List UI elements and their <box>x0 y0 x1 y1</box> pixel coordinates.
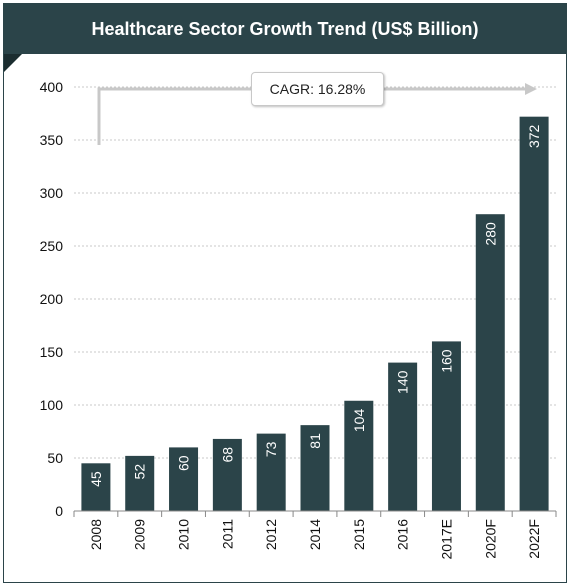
x-tick-label: 2014 <box>307 519 323 550</box>
x-tick-label: 2022F <box>526 519 542 559</box>
x-tick-label: 2011 <box>219 519 235 549</box>
bar-2011 <box>212 438 242 511</box>
bar-value-label: 160 <box>438 349 454 373</box>
x-tick-label: 2020F <box>482 519 498 559</box>
bar-2015 <box>344 400 374 511</box>
bar-2014 <box>300 425 330 511</box>
bar-2017E <box>431 341 461 511</box>
bar-value-label: 372 <box>526 124 542 148</box>
bar-value-label: 140 <box>395 370 411 394</box>
x-tick-label: 2008 <box>88 519 104 550</box>
bar-2016 <box>388 362 418 511</box>
y-tick-label: 150 <box>40 344 64 360</box>
y-tick-label: 250 <box>40 238 64 254</box>
cagr-arrow-head <box>525 83 537 95</box>
bar-value-label: 60 <box>176 455 192 471</box>
bar-value-label: 52 <box>132 464 148 480</box>
bar-value-label: 280 <box>482 222 498 246</box>
bar-2009 <box>125 455 155 511</box>
bar-value-label: 73 <box>263 441 279 457</box>
y-tick-label: 100 <box>40 397 64 413</box>
x-tick-label: 2010 <box>176 519 192 550</box>
x-tick-label: 2015 <box>351 519 367 550</box>
bar-value-label: 81 <box>307 433 323 449</box>
chart-title: Healthcare Sector Growth Trend (US$ Bill… <box>4 4 566 54</box>
bar-value-label: 68 <box>219 447 235 463</box>
bar-2010 <box>169 447 199 511</box>
y-tick-label: 200 <box>40 291 64 307</box>
cagr-annotation: CAGR: 16.28% <box>251 72 384 106</box>
y-axis: 0 50 100 150 200 250 300 350 400 <box>40 79 64 519</box>
header-corner-fold <box>4 54 22 72</box>
bar-value-label: 104 <box>351 409 367 433</box>
x-tick-label: 2017E <box>438 519 454 559</box>
bar-2022F <box>519 116 549 512</box>
y-tick-label: 400 <box>40 79 64 95</box>
x-tick-label: 2012 <box>263 519 279 550</box>
x-tick-label: 2009 <box>132 519 148 550</box>
y-tick-label: 350 <box>40 132 64 148</box>
y-tick-label: 50 <box>47 450 63 466</box>
x-axis: 2008 2009 2010 2011 2012 2014 2015 2016 2017E 202… <box>73 510 557 559</box>
x-tick-label: 2016 <box>395 519 411 550</box>
bar-value-label: 45 <box>88 471 104 487</box>
bars: 45 52 60 68 73 81 104 140 160 280 372 <box>81 116 549 512</box>
cagr-arrow <box>97 83 537 145</box>
bar-2020F <box>475 214 505 511</box>
bar-2012 <box>256 433 286 511</box>
bar-2008 <box>81 463 111 511</box>
y-tick-label: 300 <box>40 185 64 201</box>
y-tick-label: 0 <box>55 503 63 519</box>
cagr-arrow-line <box>97 87 527 145</box>
